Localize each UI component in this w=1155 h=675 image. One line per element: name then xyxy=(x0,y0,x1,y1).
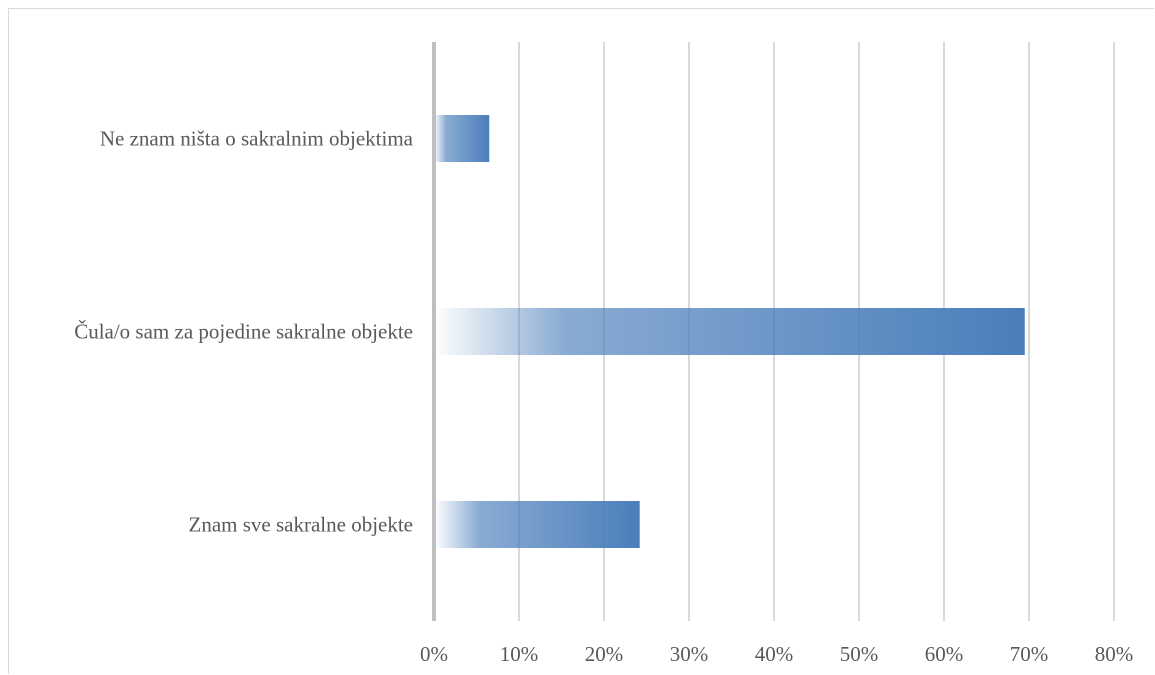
x-tick-label: 10% xyxy=(500,642,539,666)
x-tick-label: 40% xyxy=(755,642,794,666)
bars xyxy=(434,115,1025,548)
bar xyxy=(434,501,640,548)
x-tick-label: 0% xyxy=(420,642,448,666)
bar-chart: Ne znam ništa o sakralnim objektima Čula/… xyxy=(74,42,1133,666)
category-label: Ne znam ništa o sakralnim objektima xyxy=(100,127,414,151)
x-tick-label: 30% xyxy=(670,642,709,666)
x-tick-label: 80% xyxy=(1095,642,1134,666)
category-labels: Ne znam ništa o sakralnim objektima Čula/… xyxy=(74,127,413,537)
chart-area: Ne znam ništa o sakralnim objektima Čula/… xyxy=(8,8,1154,674)
x-tick-label: 70% xyxy=(1010,642,1049,666)
x-tick-label: 60% xyxy=(925,642,964,666)
x-tick-labels: 0% 10% 20% 30% 40% 50% 60% 70% 80% xyxy=(420,642,1133,666)
category-label: Znam sve sakralne objekte xyxy=(189,513,414,537)
x-tick-label: 50% xyxy=(840,642,879,666)
x-tick-label: 20% xyxy=(585,642,624,666)
bar xyxy=(434,308,1025,355)
bar xyxy=(434,115,490,162)
category-label: Čula/o sam za pojedine sakralne objekte xyxy=(74,320,413,344)
